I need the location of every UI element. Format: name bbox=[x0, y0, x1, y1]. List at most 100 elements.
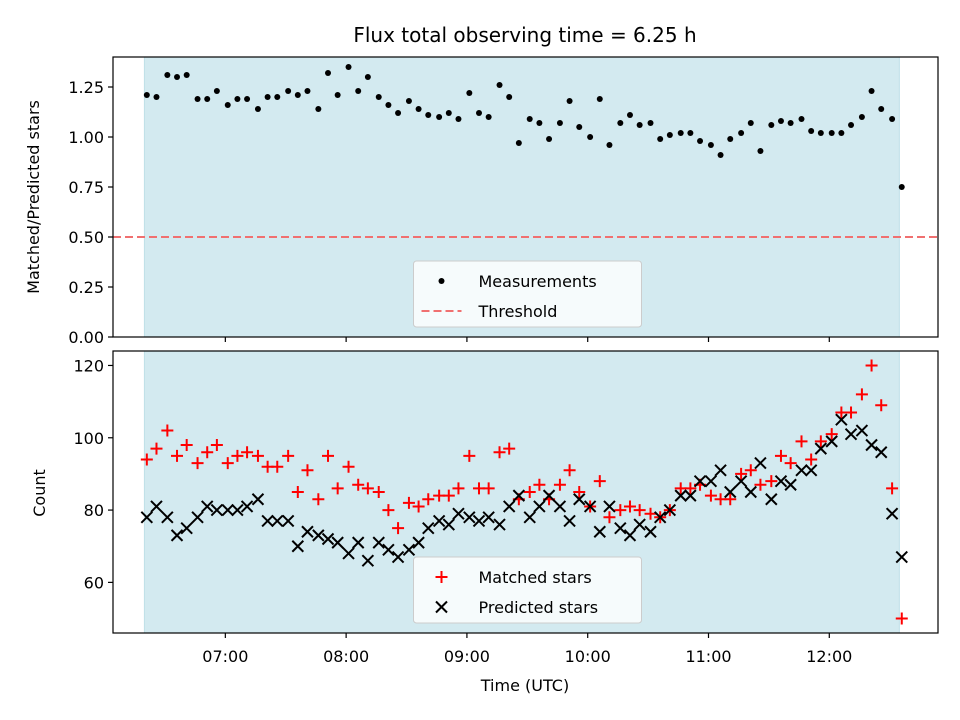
measurement-point bbox=[768, 122, 775, 128]
predicted-star-point bbox=[835, 413, 848, 426]
matched-star-point bbox=[221, 457, 234, 470]
matched-star-point bbox=[412, 500, 425, 513]
x-tick-label: 10:00 bbox=[565, 647, 611, 666]
predicted-star-point bbox=[382, 543, 395, 557]
measurement-point bbox=[153, 94, 160, 100]
predicted-star-point bbox=[512, 489, 526, 502]
measurement-point bbox=[777, 118, 784, 124]
predicted-star-point bbox=[744, 485, 757, 499]
matched-star-point bbox=[331, 482, 344, 495]
matched-star-point bbox=[342, 460, 355, 473]
legend-label: Matched stars bbox=[479, 568, 592, 587]
predicted-star-point bbox=[814, 442, 828, 455]
measurement-point bbox=[224, 102, 231, 108]
predicted-star-point bbox=[201, 500, 214, 513]
y-tick-label: 0.75 bbox=[68, 178, 104, 197]
measurement-point bbox=[294, 92, 301, 98]
predicted-star-point bbox=[301, 525, 314, 538]
measurement-point bbox=[143, 92, 150, 98]
predicted-star-point bbox=[180, 521, 193, 535]
matched-star-point bbox=[140, 453, 153, 466]
matched-star-point bbox=[774, 449, 787, 462]
measurement-point bbox=[898, 184, 905, 190]
matched-star-point bbox=[493, 446, 506, 459]
matched-star-point bbox=[201, 446, 214, 459]
measurement-point bbox=[636, 122, 643, 128]
matched-star-point bbox=[603, 511, 616, 524]
predicted-star-point bbox=[865, 438, 878, 452]
ratio-panel: 0.00 0.25 0.50 0.75 1.00 1.25 Measurements Thre… bbox=[68, 56, 939, 347]
measurement-point bbox=[626, 112, 633, 118]
matched-star-point bbox=[593, 475, 606, 488]
predicted-star-point bbox=[795, 464, 808, 477]
predicted-star-point bbox=[603, 500, 616, 513]
measurement-point bbox=[425, 112, 432, 118]
legend-box bbox=[413, 260, 642, 328]
legend-x-icon bbox=[435, 600, 448, 614]
measurement-point bbox=[325, 70, 332, 76]
matched-star-point bbox=[573, 486, 586, 498]
x-tick-label: 08:00 bbox=[323, 647, 369, 666]
legend-label: Measurements bbox=[479, 272, 597, 291]
measurement-point bbox=[355, 88, 362, 94]
predicted-star-point bbox=[422, 521, 435, 535]
predicted-star-point bbox=[231, 503, 244, 517]
measurement-point bbox=[576, 124, 583, 130]
measurement-point bbox=[194, 96, 201, 102]
matched-star-point bbox=[875, 399, 888, 412]
predicted-star-point bbox=[472, 514, 486, 528]
predicted-star-point bbox=[432, 514, 446, 528]
matched-star-point bbox=[271, 460, 284, 473]
measurement-point bbox=[174, 74, 181, 80]
predicted-star-point bbox=[784, 478, 797, 491]
predicted-star-point bbox=[170, 529, 184, 542]
matched-star-point bbox=[553, 478, 566, 491]
predicted-star-point bbox=[150, 500, 163, 513]
measurement-point bbox=[204, 96, 211, 102]
matched-star-point bbox=[463, 449, 476, 462]
measurement-point bbox=[606, 142, 613, 148]
predicted-star-point bbox=[614, 521, 627, 535]
matched-star-point bbox=[241, 446, 254, 459]
predicted-star-point bbox=[644, 525, 657, 538]
measurement-point bbox=[707, 142, 714, 148]
predicted-star-point bbox=[825, 435, 838, 448]
measurement-point bbox=[466, 90, 473, 96]
measurement-point bbox=[334, 92, 341, 98]
matched-star-point bbox=[392, 522, 405, 535]
matched-star-point bbox=[704, 489, 717, 502]
measurement-point bbox=[838, 130, 845, 136]
measurement-point bbox=[697, 138, 704, 144]
predicted-star-point bbox=[372, 536, 385, 549]
measurement-point bbox=[848, 122, 855, 128]
measurement-point bbox=[727, 136, 734, 142]
matched-star-point bbox=[282, 449, 295, 462]
predicted-star-point bbox=[463, 511, 476, 524]
measurement-point bbox=[817, 130, 824, 136]
predicted-star-point bbox=[493, 518, 506, 531]
matched-star-point bbox=[814, 435, 827, 448]
predicted-star-point bbox=[482, 511, 495, 524]
predicted-star-point bbox=[895, 550, 908, 564]
measurement-point bbox=[445, 110, 452, 116]
matched-star-point bbox=[886, 482, 899, 495]
legend: Matched stars Predicted stars bbox=[413, 556, 642, 624]
matched-star-point bbox=[855, 388, 868, 401]
measurement-point bbox=[617, 120, 624, 126]
predicted-star-point bbox=[734, 474, 748, 488]
matched-star-point bbox=[312, 493, 325, 506]
matched-star-point bbox=[482, 482, 495, 495]
predicted-star-point bbox=[663, 503, 677, 517]
predicted-star-point bbox=[402, 543, 416, 557]
matched-star-point bbox=[735, 467, 748, 480]
x-tick-label: 12:00 bbox=[806, 647, 852, 666]
measurement-point bbox=[375, 94, 382, 100]
measurement-point bbox=[858, 114, 865, 120]
y-tick-label: 80 bbox=[84, 501, 104, 520]
measurement-point bbox=[183, 72, 190, 78]
measurement-point bbox=[536, 120, 543, 126]
y-tick-label: 1.00 bbox=[68, 128, 104, 147]
measurement-point bbox=[738, 130, 745, 136]
predicted-star-point bbox=[885, 507, 899, 520]
